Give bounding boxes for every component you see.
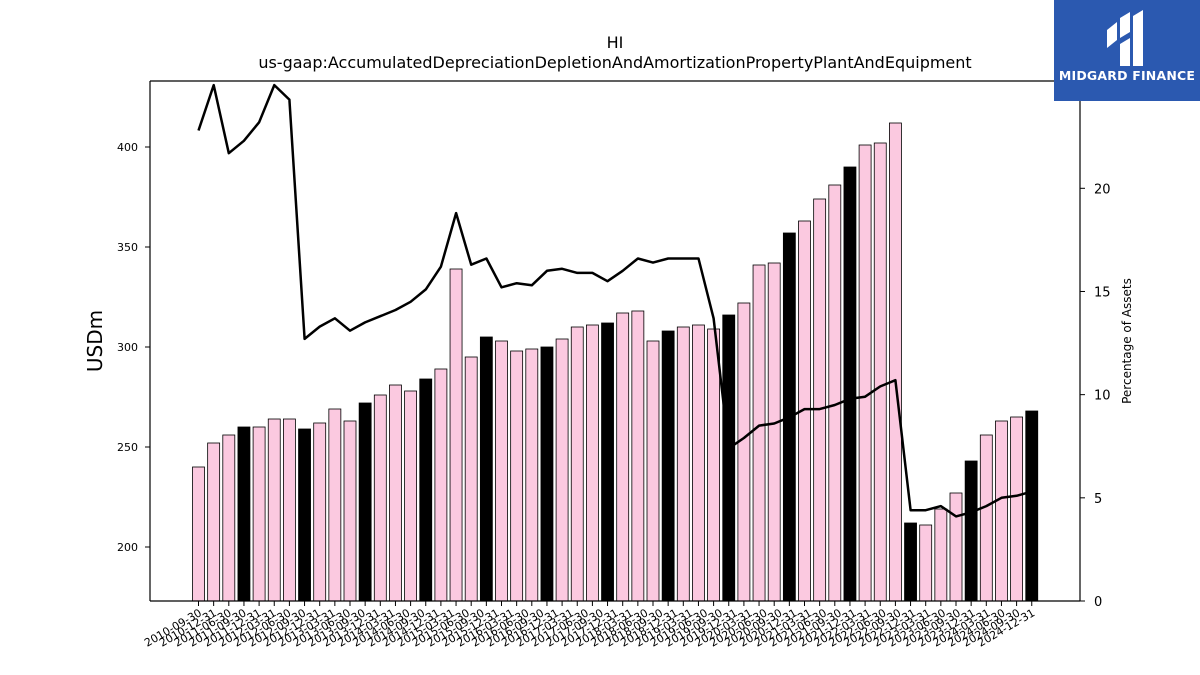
bar: [343, 420, 357, 602]
logo-mark-icon: [1107, 10, 1143, 66]
midgard-finance-logo: MIDGARD FINANCE: [1054, 0, 1200, 101]
bar: [328, 408, 342, 602]
bar: [904, 522, 917, 602]
bar: [313, 422, 327, 602]
bar: [949, 492, 963, 602]
bar: [707, 328, 720, 602]
chart-title: HI: [606, 33, 624, 52]
bar: [555, 338, 569, 602]
bar: [267, 418, 281, 602]
bar: [495, 340, 508, 602]
bar: [722, 314, 736, 602]
bar: [404, 390, 418, 602]
bar: [570, 326, 584, 602]
bar: [464, 356, 478, 602]
bar: [737, 302, 751, 602]
y2-tick-label: 10: [1094, 389, 1111, 404]
y-tick-label: 300: [117, 341, 138, 354]
bar: [616, 312, 630, 602]
bar: [979, 434, 993, 602]
logo-text: MIDGARD FINANCE: [1058, 68, 1196, 83]
bar: [373, 394, 387, 602]
bar: [237, 426, 251, 602]
bar: [434, 368, 448, 602]
bar: [858, 144, 872, 602]
bar: [843, 166, 857, 602]
y-tick-label: 400: [117, 141, 138, 154]
bar: [828, 184, 842, 602]
bar: [1010, 416, 1023, 602]
y-tick-label: 200: [117, 541, 138, 554]
bar: [540, 346, 554, 602]
bar: [995, 420, 1008, 602]
bar: [479, 336, 493, 602]
y2-axis-label: Percentage of Assets: [1120, 278, 1134, 404]
bar: [676, 326, 690, 602]
bar: [964, 460, 978, 602]
bar: [752, 264, 766, 602]
bar: [222, 434, 236, 602]
bar: [692, 324, 705, 602]
pct-assets-line: [197, 83, 1033, 518]
bar: [601, 322, 614, 602]
bar: [934, 508, 948, 602]
bar: [873, 142, 887, 602]
bar: [358, 402, 372, 602]
y-tick-label: 250: [117, 441, 138, 454]
bar: [586, 324, 599, 602]
y2-tick-label: 5: [1094, 492, 1102, 507]
bar: [298, 428, 311, 602]
bar: [646, 340, 660, 602]
bar: [525, 348, 539, 602]
bar: [889, 122, 902, 602]
y2-tick-label: 0: [1094, 595, 1102, 610]
bar: [919, 524, 933, 602]
bar: [252, 426, 266, 602]
bar: [282, 418, 296, 602]
bar: [631, 310, 645, 602]
bar: [207, 442, 221, 602]
bar: [449, 268, 463, 602]
bar: [192, 466, 205, 602]
bar: [510, 350, 524, 602]
y-axis-label: USDm: [83, 310, 107, 372]
bar: [661, 330, 675, 602]
bar: [767, 262, 781, 602]
y2-tick-label: 20: [1094, 182, 1111, 197]
y-tick-label: 350: [117, 241, 138, 254]
bar: [1025, 410, 1039, 602]
chart-subtitle: us-gaap:AccumulatedDepreciationDepletion…: [258, 53, 972, 72]
bar: [389, 384, 402, 602]
y2-tick-label: 15: [1094, 285, 1111, 300]
bar: [419, 378, 433, 602]
bar: [813, 198, 827, 602]
